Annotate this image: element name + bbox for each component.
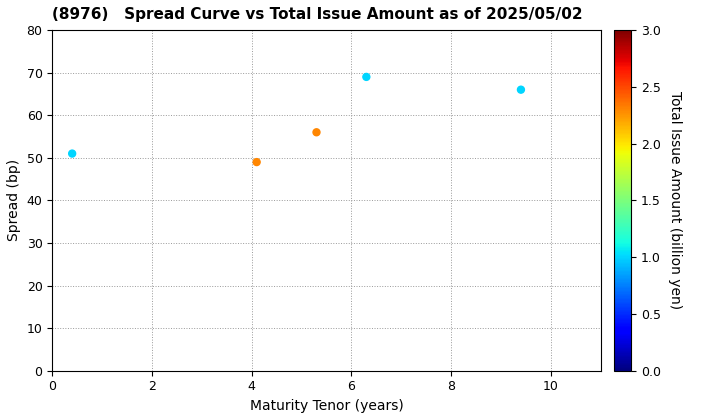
- Point: [251, 159, 262, 165]
- Y-axis label: Spread (bp): Spread (bp): [7, 159, 21, 242]
- X-axis label: Maturity Tenor (years): Maturity Tenor (years): [250, 399, 403, 413]
- Point: [66, 150, 78, 157]
- Y-axis label: Total Issue Amount (billion yen): Total Issue Amount (billion yen): [667, 92, 682, 310]
- Point: [311, 129, 323, 136]
- Point: [361, 74, 372, 80]
- Text: (8976)   Spread Curve vs Total Issue Amount as of 2025/05/02: (8976) Spread Curve vs Total Issue Amoun…: [53, 7, 583, 22]
- Point: [516, 87, 527, 93]
